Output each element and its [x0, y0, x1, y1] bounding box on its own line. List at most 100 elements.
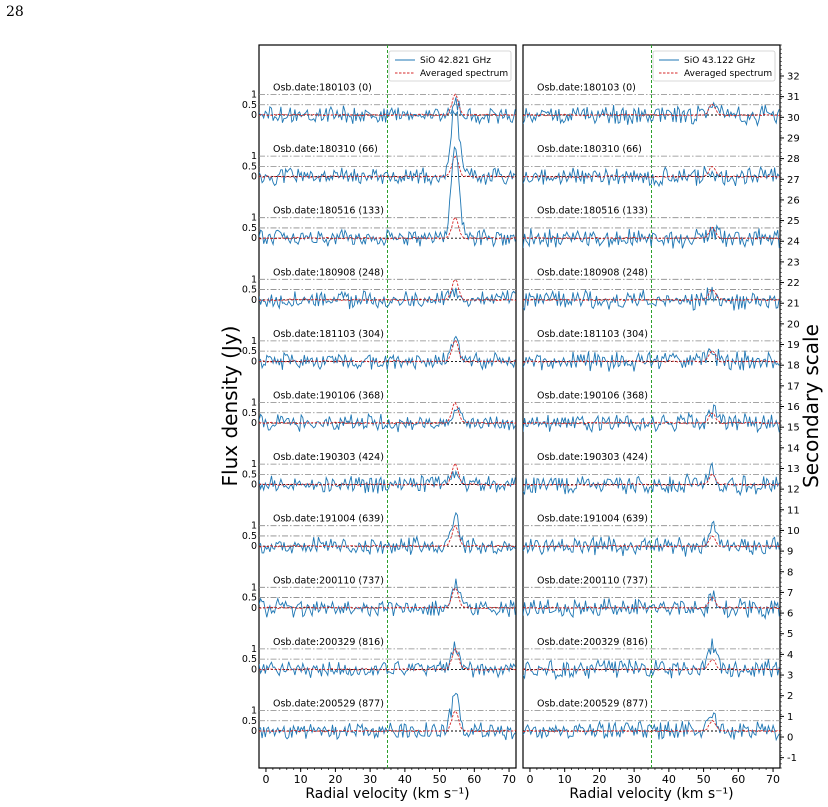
x-tick-label: 0	[262, 773, 269, 786]
secondary-tick-label: 9	[787, 547, 793, 558]
observation-date-label: Osb.date:200529 (877)	[537, 699, 648, 710]
y-tick-label: 0.5	[242, 654, 257, 665]
secondary-tick-label: 28	[787, 154, 800, 165]
x-tick-label: 60	[731, 773, 745, 786]
x-tick-label: 10	[558, 773, 572, 786]
averaged-spectrum-line	[259, 401, 516, 425]
secondary-tick-label: 0	[787, 733, 793, 744]
secondary-tick-label: 1	[787, 712, 793, 723]
x-tick-label: 70	[766, 773, 780, 786]
legend-averaged-label: Averaged spectrum	[684, 69, 772, 79]
observed-spectrum-line	[523, 520, 780, 557]
x-tick-label: 60	[467, 773, 481, 786]
observed-spectrum-line	[259, 97, 516, 125]
data-layer	[259, 93, 516, 741]
y-tick-label: 0	[251, 480, 257, 491]
secondary-tick-label: 5	[787, 629, 793, 640]
observed-spectrum-line	[523, 165, 780, 188]
y-tick-label: 0	[251, 172, 257, 183]
secondary-tick-label: 13	[787, 464, 800, 475]
y-tick-label: 1	[251, 213, 257, 224]
secondary-axis-label: Secondary scale	[799, 324, 823, 488]
y-tick-label: 0.5	[242, 346, 257, 357]
y-tick-label: 1	[251, 706, 257, 717]
observed-spectrum-line	[523, 590, 780, 621]
averaged-spectrum-line	[259, 462, 516, 486]
observation-date-label: Osb.date:180103 (0)	[537, 83, 636, 94]
observation-date-label: Osb.date:200329 (816)	[273, 637, 384, 648]
y-tick-label: 1	[251, 459, 257, 470]
observed-spectrum-line	[523, 224, 780, 249]
observation-date-label: Osb.date:180516 (133)	[273, 206, 384, 217]
observed-spectrum-line	[259, 641, 516, 679]
x-axis-label: Radial velocity (km s⁻¹)	[569, 786, 733, 802]
secondary-tick-label: 27	[787, 175, 800, 186]
averaged-spectrum-line	[523, 596, 780, 610]
observation-date-label: Osb.date:180516 (133)	[537, 206, 648, 217]
y-tick-label: 0	[251, 418, 257, 429]
y-tick-label: 0	[251, 664, 257, 675]
y-tick-label: 1	[251, 644, 257, 655]
secondary-tick-label: 25	[787, 216, 800, 227]
x-tick-label: 20	[328, 773, 342, 786]
averaged-spectrum-line	[259, 524, 516, 548]
observed-spectrum-line	[523, 461, 780, 497]
observed-spectrum-line	[523, 286, 780, 311]
y-tick-label: 1	[251, 398, 257, 409]
secondary-tick-label: 32	[787, 71, 800, 82]
y-tick-label: 0	[251, 233, 257, 244]
x-tick-label: 40	[662, 773, 676, 786]
y-tick-label: 0	[251, 603, 257, 614]
y-tick-label: 0.5	[242, 100, 257, 111]
y-tick-label: 0.5	[242, 716, 257, 727]
observed-spectrum-line	[259, 406, 516, 433]
y-tick-label: 0	[251, 110, 257, 121]
averaged-spectrum-line	[523, 103, 780, 117]
averaged-spectrum-line	[259, 647, 516, 671]
secondary-tick-label: 23	[787, 257, 800, 268]
secondary-tick-label: 19	[787, 340, 800, 351]
observation-date-label: Osb.date:190106 (368)	[273, 391, 384, 402]
x-tick-label: 0	[526, 773, 533, 786]
observation-date-label: Osb.date:200110 (737)	[273, 575, 384, 586]
y-tick-label: 0	[251, 726, 257, 737]
observation-date-label: Osb.date:190303 (424)	[273, 452, 384, 463]
averaged-spectrum-line	[523, 289, 780, 302]
observation-date-label: Osb.date:180908 (248)	[537, 267, 648, 278]
observed-spectrum-line	[259, 109, 516, 187]
x-tick-label: 30	[627, 773, 641, 786]
y-tick-label: 0.5	[242, 285, 257, 296]
secondary-tick-label: 8	[787, 567, 793, 578]
averaged-spectrum-line	[523, 473, 780, 486]
averaged-spectrum-line	[523, 226, 780, 240]
averaged-spectrum-line	[523, 350, 780, 363]
y-tick-label: 1	[251, 151, 257, 162]
averaged-spectrum-line	[523, 719, 780, 733]
averaged-spectrum-line	[523, 659, 780, 671]
observation-date-label: Osb.date:200110 (737)	[537, 575, 648, 586]
secondary-tick-label: 15	[787, 423, 800, 434]
observation-date-label: Osb.date:180310 (66)	[537, 144, 642, 155]
secondary-tick-label: 30	[787, 113, 800, 124]
x-axis-label: Radial velocity (km s⁻¹)	[305, 786, 469, 802]
observation-date-label: Osb.date:190106 (368)	[537, 391, 648, 402]
secondary-tick-label: 18	[787, 361, 800, 372]
secondary-tick-label: 7	[787, 588, 793, 599]
y-tick-label: 0.5	[242, 531, 257, 542]
averaged-spectrum-line	[523, 166, 780, 178]
secondary-tick-label: 20	[787, 319, 800, 330]
observation-date-label: Osb.date:191004 (639)	[537, 514, 648, 525]
x-tick-label: 70	[502, 773, 516, 786]
averaged-spectrum-line	[259, 278, 516, 302]
observation-date-label: Osb.date:180310 (66)	[273, 144, 378, 155]
secondary-tick-label: 29	[787, 133, 800, 144]
y-tick-label: 0.5	[242, 223, 257, 234]
secondary-tick-label: 26	[787, 195, 800, 206]
data-layer	[523, 94, 780, 742]
averaged-spectrum-line	[259, 93, 516, 117]
legend-box	[652, 50, 776, 82]
averaged-spectrum-line	[259, 339, 516, 363]
y-tick-label: 1	[251, 274, 257, 285]
secondary-tick-label: 11	[787, 505, 800, 516]
secondary-tick-label: 2	[787, 691, 793, 702]
